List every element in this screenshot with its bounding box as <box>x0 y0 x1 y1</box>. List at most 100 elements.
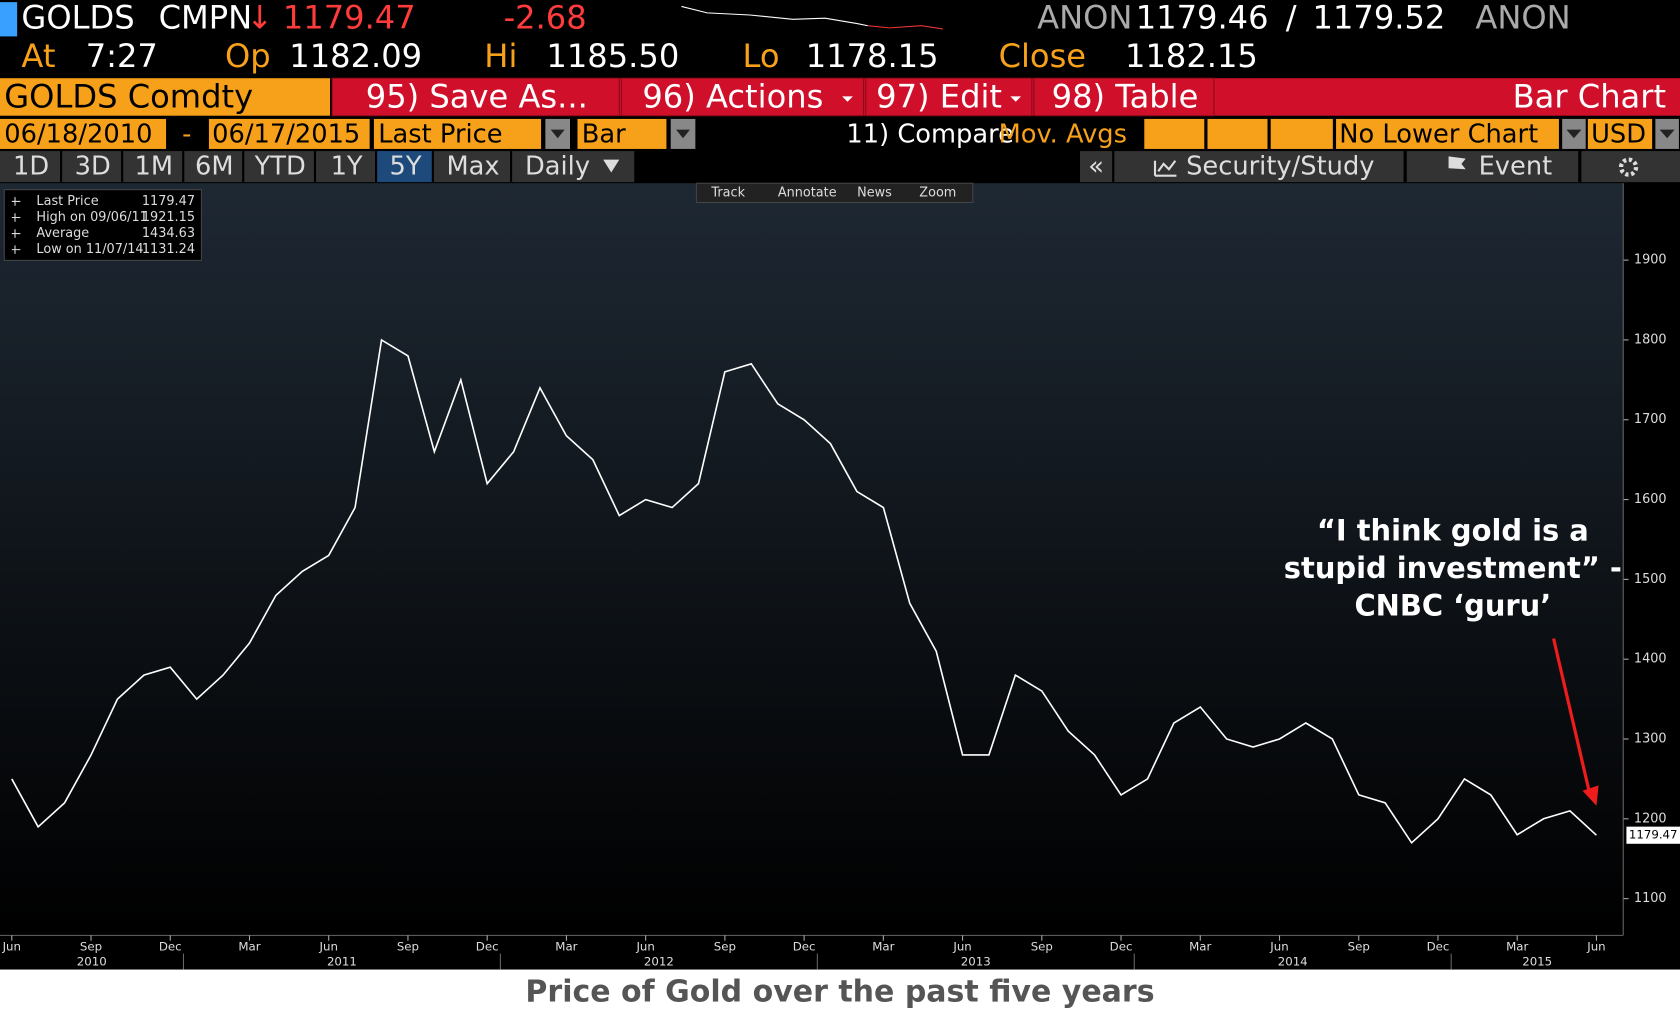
mov-avgs[interactable]: Mov. Avgs <box>999 120 1127 150</box>
x-tick-label: Jun <box>2 940 21 954</box>
last: 1179.47 <box>283 0 416 36</box>
chart-tool[interactable]: Annotate <box>778 185 837 200</box>
end-field[interactable] <box>208 118 370 149</box>
change: -2.68 <box>504 0 587 36</box>
period-tab[interactable] <box>316 151 375 183</box>
dropdown-arrow <box>550 129 565 139</box>
x-tick-label: Dec <box>476 940 499 954</box>
y-tick-label: 1500 <box>1634 572 1667 587</box>
currency: USD <box>1591 120 1646 150</box>
toolbar-button[interactable] <box>1033 77 1215 117</box>
year-label: 2010 <box>77 955 107 969</box>
period-tab[interactable] <box>0 151 60 183</box>
start-field[interactable] <box>0 118 167 149</box>
x-tick-label: Mar <box>238 940 260 954</box>
currency-box[interactable] <box>1587 118 1653 149</box>
y-tick-label: 1100 <box>1634 891 1667 906</box>
x-tick-label: Jun <box>635 940 654 954</box>
source: CMPN <box>159 0 253 36</box>
toolbar-button-label: 98) Table <box>1052 78 1199 116</box>
dropdown-arrow <box>842 96 853 102</box>
y-tick-label: 1800 <box>1634 332 1667 347</box>
x-tick-label: Jun <box>1586 940 1605 954</box>
lower-box[interactable] <box>1336 118 1559 149</box>
study: Security/Study <box>1186 152 1374 182</box>
frequency: Daily <box>525 152 590 182</box>
x-tick-label: Mar <box>1506 940 1528 954</box>
period-tab-label: 1D <box>13 152 49 182</box>
ask-source: ANON <box>1475 0 1570 36</box>
ask: 1179.52 <box>1313 0 1446 36</box>
period-tab[interactable] <box>244 151 314 183</box>
period-tab-label: 3D <box>75 152 111 182</box>
dropdown-arrow <box>603 159 620 173</box>
legend-value: 1921.15 <box>142 210 195 225</box>
x-tick-label: Dec <box>159 940 182 954</box>
period-tab-label: 1Y <box>331 152 363 182</box>
chart-tool[interactable]: News <box>857 185 892 200</box>
field-box[interactable] <box>373 118 542 149</box>
last-value-tag <box>1626 826 1680 844</box>
slot[interactable] <box>1144 118 1205 149</box>
legend-box <box>3 189 202 261</box>
close-label: Close <box>999 37 1087 75</box>
period-tab[interactable] <box>184 151 243 183</box>
period-tab-label: 5Y <box>390 152 422 182</box>
style-box[interactable] <box>577 118 667 149</box>
settings-button[interactable] <box>1581 151 1680 183</box>
high: 1185.50 <box>546 37 679 75</box>
close: 1182.15 <box>1125 37 1258 75</box>
toolbar-button[interactable] <box>865 77 1033 117</box>
style: Bar <box>582 120 626 150</box>
security: GOLDS Comdty <box>4 78 253 116</box>
event-icon <box>1448 156 1466 178</box>
annotation: “I think gold is a <box>1317 514 1589 548</box>
x-tick-label: Sep <box>1031 940 1053 954</box>
period-tab[interactable] <box>377 151 432 183</box>
chart-tool[interactable]: Zoom <box>919 185 956 200</box>
toolbar-button[interactable] <box>331 77 620 117</box>
legend-value: 1131.24 <box>142 242 195 257</box>
x-tick-label: Jun <box>1269 940 1288 954</box>
view: Bar Chart <box>1513 78 1666 116</box>
high-label: Hi <box>484 37 517 75</box>
x-tick-label: Jun <box>952 940 971 954</box>
y-tick-label: 1400 <box>1634 652 1667 667</box>
x-tick-label: Sep <box>714 940 736 954</box>
y-tick-label: 1600 <box>1634 492 1667 507</box>
x-tick-label: Dec <box>793 940 816 954</box>
legend-label: Average <box>36 226 89 241</box>
gear-icon <box>1618 157 1639 177</box>
collapse-button[interactable] <box>1080 151 1113 183</box>
slot[interactable] <box>1207 118 1268 149</box>
period-tab[interactable] <box>123 151 183 183</box>
cursor <box>0 2 18 37</box>
x-tick-label: Mar <box>555 940 577 954</box>
legend-label: High on 09/06/11 <box>36 210 147 225</box>
period-tab[interactable] <box>62 151 122 183</box>
legend-label: Low on 11/07/14 <box>36 242 143 257</box>
caption: Price of Gold over the past five years <box>525 975 1154 1010</box>
year-label: 2011 <box>327 955 357 969</box>
period-tab-label: 1M <box>134 152 173 182</box>
period-tab[interactable] <box>433 151 510 183</box>
slot[interactable] <box>1270 118 1333 149</box>
toolbar-button[interactable] <box>620 77 865 117</box>
x-tick-label: Dec <box>1427 940 1450 954</box>
dash: - <box>182 120 191 150</box>
sparkline-today <box>867 25 943 30</box>
price-line <box>11 338 1597 845</box>
collapse: « <box>1088 152 1104 182</box>
dropdown-arrow <box>1010 96 1022 102</box>
chart-tool[interactable]: Track <box>710 185 745 200</box>
security-box[interactable] <box>0 78 330 116</box>
annotation: CNBC ‘guru’ <box>1354 589 1551 623</box>
y-tick-label: 1200 <box>1634 811 1667 826</box>
annotation: stupid investment” - <box>1284 551 1622 585</box>
compare[interactable]: 11) Compare <box>846 120 1013 150</box>
field: Last Price <box>378 120 502 150</box>
event-button[interactable] <box>1406 151 1579 183</box>
end: 06/17/2015 <box>212 120 360 150</box>
